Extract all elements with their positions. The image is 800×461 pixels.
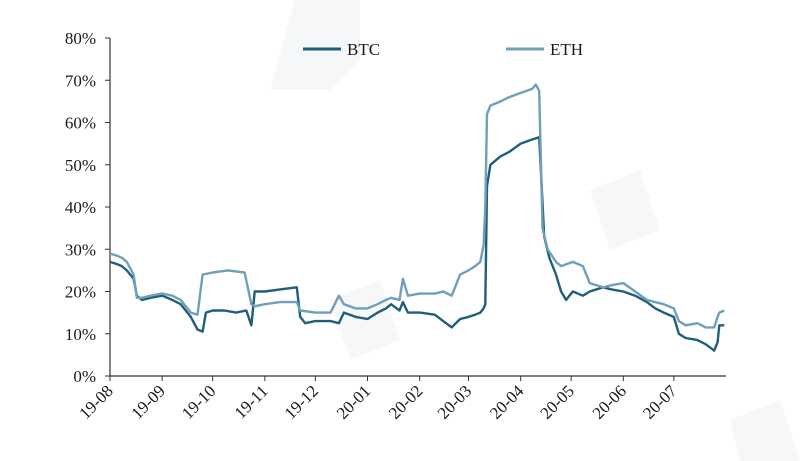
watermark-logo	[270, 0, 800, 461]
x-tick-label: 19-08	[75, 381, 116, 422]
y-tick-label: 40%	[65, 198, 96, 217]
x-tick-label: 19-12	[281, 381, 322, 422]
x-tick-label: 19-10	[178, 381, 219, 422]
series-line-eth	[109, 83, 725, 329]
y-tick-label: 80%	[65, 29, 96, 48]
x-tick-label: 19-11	[231, 381, 272, 422]
y-tick-label: 10%	[65, 325, 96, 344]
x-tick-label: 20-02	[385, 381, 426, 422]
y-tick-label: 30%	[65, 240, 96, 259]
x-tick-label: 20-05	[536, 381, 577, 422]
series-line-btc	[109, 136, 725, 352]
legend-label-btc: BTC	[347, 40, 380, 59]
x-tick-label: 20-06	[589, 381, 630, 422]
x-tick-label: 20-07	[639, 381, 681, 423]
x-tick-label: 19-09	[128, 381, 169, 422]
legend: BTC ETH	[303, 40, 583, 59]
y-tick-label: 70%	[65, 71, 96, 90]
x-tick-label: 20-03	[434, 381, 475, 422]
y-tick-label: 20%	[65, 283, 96, 302]
series-layer	[109, 83, 725, 352]
y-tick-label: 60%	[65, 114, 96, 133]
y-tick-label: 0%	[73, 367, 96, 386]
x-tick-label: 20-04	[486, 381, 528, 423]
x-tick-label: 20-01	[333, 381, 374, 422]
legend-label-eth: ETH	[550, 40, 583, 59]
y-tick-label: 50%	[65, 156, 96, 175]
